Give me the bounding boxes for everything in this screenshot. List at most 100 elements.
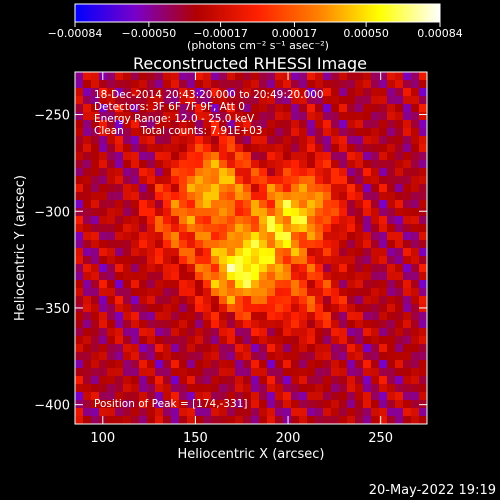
heatmap-cell [83, 160, 92, 169]
heatmap-cell [131, 408, 140, 417]
heatmap-cell [83, 80, 92, 89]
heatmap-cell [179, 232, 188, 241]
heatmap-cell [171, 112, 180, 121]
heatmap-cell [227, 352, 236, 361]
heatmap-cell [411, 312, 420, 321]
heatmap-cell [299, 160, 308, 169]
heatmap-cell [123, 208, 132, 217]
heatmap-cell [275, 176, 284, 185]
heatmap-cell [99, 104, 108, 113]
heatmap-cell [179, 160, 188, 169]
heatmap-cell [75, 352, 84, 361]
heatmap-cell [131, 264, 140, 273]
heatmap-cell [411, 368, 420, 377]
heatmap-cell [211, 280, 220, 289]
heatmap-cell [179, 360, 188, 369]
heatmap-cell [363, 88, 372, 97]
heatmap-cell [195, 320, 204, 329]
heatmap-cell [323, 248, 332, 257]
heatmap-cell [171, 152, 180, 161]
heatmap-cell [107, 112, 116, 121]
heatmap-cell [91, 152, 100, 161]
heatmap-cell [219, 104, 228, 113]
heatmap-cell [195, 184, 204, 193]
heatmap-cell [323, 176, 332, 185]
heatmap-cell [171, 344, 180, 353]
heatmap-cell [83, 136, 92, 145]
heatmap-cell [219, 376, 228, 385]
heatmap-cell [315, 320, 324, 329]
heatmap-cell [195, 160, 204, 169]
heatmap-cell [107, 328, 116, 337]
heatmap-cell [267, 280, 276, 289]
heatmap-cell [139, 120, 148, 129]
heatmap-cell [75, 336, 84, 345]
heatmap-cell [355, 152, 364, 161]
heatmap-cell [363, 256, 372, 265]
heatmap-cell [259, 224, 268, 233]
heatmap-cell [315, 248, 324, 257]
heatmap-cell [107, 200, 116, 209]
heatmap-cell [299, 120, 308, 129]
heatmap-cell [179, 376, 188, 385]
heatmap-cell [363, 128, 372, 137]
heatmap-cell [331, 160, 340, 169]
heatmap-cell [371, 320, 380, 329]
heatmap-cell [259, 144, 268, 153]
heatmap-cell [379, 344, 388, 353]
heatmap-cell [379, 184, 388, 193]
heatmap-cell [347, 264, 356, 273]
heatmap-cell [163, 160, 172, 169]
heatmap-cell [307, 408, 316, 417]
heatmap-cell [363, 304, 372, 313]
heatmap-cell [91, 368, 100, 377]
heatmap-cell [315, 232, 324, 241]
heatmap-cell [283, 128, 292, 137]
heatmap-cell [275, 240, 284, 249]
heatmap-cell [331, 312, 340, 321]
heatmap-cell [163, 328, 172, 337]
heatmap-cell [91, 128, 100, 137]
heatmap-cell [419, 232, 427, 241]
heatmap-cell [315, 208, 324, 217]
heatmap-cell [347, 208, 356, 217]
heatmap-cell [171, 232, 180, 241]
heatmap-cell [123, 336, 132, 345]
heatmap-cell [323, 72, 332, 81]
heatmap-cell [331, 376, 340, 385]
heatmap-cell [203, 200, 212, 209]
heatmap-cell [411, 352, 420, 361]
heatmap-cell [371, 400, 380, 409]
heatmap-cell [83, 192, 92, 201]
heatmap-cell [187, 408, 196, 417]
heatmap-cell [91, 304, 100, 313]
heatmap-cell [83, 288, 92, 297]
heatmap-cell [331, 80, 340, 89]
heatmap-cell [267, 208, 276, 217]
heatmap-cell [123, 400, 132, 409]
heatmap-cell [163, 192, 172, 201]
heatmap-cell [99, 120, 108, 129]
heatmap-cell [107, 184, 116, 193]
heatmap-cell [323, 104, 332, 113]
heatmap-cell [283, 104, 292, 113]
heatmap-cell [291, 88, 300, 97]
heatmap-cell [387, 384, 396, 393]
heatmap-cell [411, 360, 420, 369]
heatmap-cell [99, 248, 108, 257]
heatmap-cell [323, 216, 332, 225]
heatmap-cell [371, 104, 380, 113]
heatmap-cell [371, 248, 380, 257]
heatmap-cell [147, 96, 156, 105]
heatmap-cell [147, 296, 156, 305]
heatmap-cell [203, 104, 212, 113]
heatmap-cell [403, 240, 412, 249]
heatmap-cell [355, 176, 364, 185]
heatmap-cell [203, 232, 212, 241]
heatmap-cell [347, 336, 356, 345]
heatmap-cell [147, 128, 156, 137]
heatmap-cell [163, 352, 172, 361]
heatmap-cell [219, 248, 228, 257]
heatmap-cell [115, 160, 124, 169]
heatmap-cell [227, 168, 236, 177]
